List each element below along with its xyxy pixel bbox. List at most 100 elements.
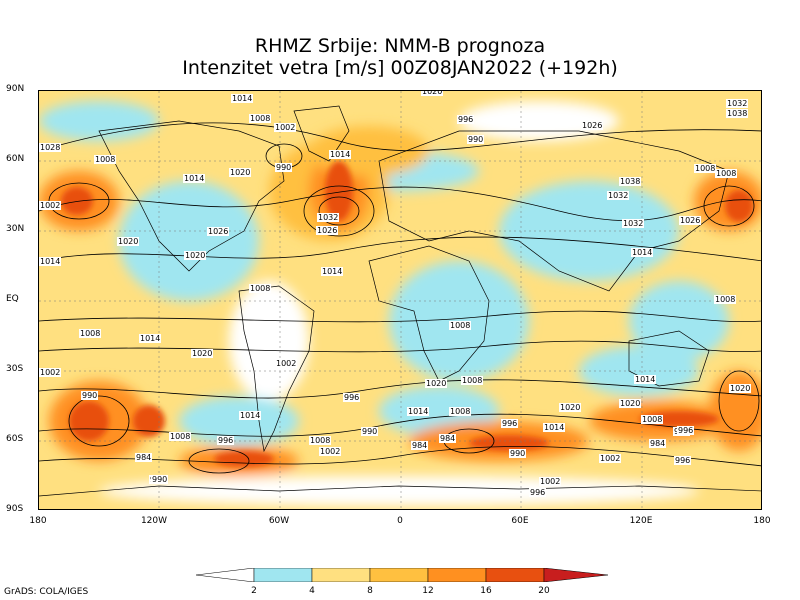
- lat-label-60s: 60S: [6, 434, 24, 444]
- isobar-label: 1020: [559, 403, 582, 412]
- lat-label-eq: EQ: [6, 294, 19, 304]
- isobar-label: 1020: [421, 91, 444, 96]
- colorbar-segment-gt20: [543, 568, 608, 582]
- isobar-label: 1008: [79, 329, 102, 338]
- isobar-label: 984: [411, 441, 429, 450]
- isobar-label: 1008: [309, 436, 332, 445]
- wind-speed-map: 1020 1014 1008 1002 996 990 1032 1038 10…: [38, 90, 762, 510]
- isobar-label: 996: [677, 426, 695, 435]
- isobar-label: 1002: [274, 123, 297, 132]
- isobar-label: 1020: [117, 237, 140, 246]
- isobar-label: 1026: [581, 121, 604, 130]
- chart-title-line1: RHMZ Srbije: NMM-B prognoza: [254, 35, 546, 57]
- wind-maxima: [61, 161, 753, 467]
- isobar-label: 990: [81, 391, 99, 400]
- isobar-label: 1008: [94, 155, 117, 164]
- colorbar-tick: 20: [538, 586, 550, 596]
- isobar-label: 1002: [599, 454, 622, 463]
- isobar-label: 1002: [539, 477, 562, 486]
- isobar-label: 1032: [726, 99, 749, 108]
- lon-label-60e: 60E: [511, 516, 529, 526]
- isobar-label: 1032: [607, 191, 630, 200]
- isobar-label: 1014: [183, 174, 206, 183]
- isobar-label: 990: [151, 475, 169, 484]
- isobar-label: 1038: [619, 177, 642, 186]
- isobar-label: 1014: [239, 411, 262, 420]
- map-svg: [39, 91, 761, 509]
- isobar-label: 1014: [631, 248, 654, 257]
- isobar-label: 990: [467, 135, 485, 144]
- isobar-label: 1014: [407, 407, 430, 416]
- isobar-label: 1002: [319, 447, 342, 456]
- graticule: [39, 91, 761, 509]
- colorbar-tick: 12: [422, 586, 434, 596]
- colorbar-segment-8-12: [369, 568, 429, 582]
- isobar-label: 1008: [715, 169, 738, 178]
- isobar-label: 1002: [275, 359, 298, 368]
- isobar-label: 1014: [543, 423, 566, 432]
- colorbar-segment-12-16: [427, 568, 487, 582]
- chart-title-line2: Intenzitet vetra [m/s] 00Z08JAN2022 (+19…: [182, 57, 618, 79]
- isobar-label: 984: [439, 434, 457, 443]
- isobar-label: 1038: [726, 109, 749, 118]
- isobar-label: 996: [674, 456, 692, 465]
- isobar-label: 1002: [39, 201, 62, 210]
- isobar-label: 1002: [39, 368, 62, 377]
- colorbar-tick: 4: [309, 586, 315, 596]
- wind-speed-colorbar: [196, 568, 608, 582]
- lon-label-180e: 180: [753, 516, 771, 526]
- isobar-label: 1014: [231, 94, 254, 103]
- isobar-label: 1008: [169, 432, 192, 441]
- isobar-label: 1032: [317, 213, 340, 222]
- isobar-label: 1008: [249, 114, 272, 123]
- lon-label-180w: 180: [29, 516, 47, 526]
- isobar-label: 1014: [139, 334, 162, 343]
- isobar-label: 1020: [229, 168, 252, 177]
- isobar-label: 1020: [619, 399, 642, 408]
- isobar-label: 1008: [449, 321, 472, 330]
- lon-label-120e: 120E: [629, 516, 653, 526]
- isobar-label: 1008: [694, 164, 717, 173]
- isobar-label: 1008: [714, 295, 737, 304]
- isobar-label: 1020: [729, 384, 752, 393]
- grads-credit: GrADS: COLA/IGES: [4, 587, 89, 597]
- isobar-label: 1008: [461, 376, 484, 385]
- isobar-label: 1020: [184, 251, 207, 260]
- isobar-label: 1026: [207, 227, 230, 236]
- colorbar-tick: 16: [480, 586, 492, 596]
- isobar-label: 990: [361, 427, 379, 436]
- isobar-label: 996: [529, 488, 547, 497]
- isobars: [39, 122, 761, 474]
- isobar-label: 984: [135, 453, 153, 462]
- colorbar-segment-2-4: [253, 568, 313, 582]
- isobar-label: 1008: [641, 415, 664, 424]
- lat-label-30s: 30S: [6, 364, 24, 374]
- lon-label-0: 0: [397, 516, 403, 526]
- lat-label-90n: 90N: [6, 84, 25, 94]
- isobar-label: 996: [501, 419, 519, 428]
- colorbar-tick: 2: [251, 586, 257, 596]
- lat-label-90s: 90S: [6, 504, 24, 514]
- lon-label-60w: 60W: [268, 516, 290, 526]
- lat-label-60n: 60N: [6, 154, 25, 164]
- isobar-label: 996: [457, 115, 475, 124]
- isobar-label: 1026: [679, 216, 702, 225]
- isobar-label: 1014: [321, 267, 344, 276]
- isobar-label: 984: [649, 439, 667, 448]
- isobar-label: 1020: [191, 349, 214, 358]
- isobar-label: 1008: [449, 407, 472, 416]
- colorbar-segment-lt2: [196, 568, 255, 582]
- isobar-label: 1014: [39, 257, 62, 266]
- isobar-label: 1032: [622, 219, 645, 228]
- colorbar-tick: 8: [367, 586, 373, 596]
- isobar-label: 1014: [634, 375, 657, 384]
- isobar-label: 1008: [249, 284, 272, 293]
- isobar-label: 990: [275, 163, 293, 172]
- isobar-label: 1026: [316, 226, 339, 235]
- isobar-label: 1020: [425, 379, 448, 388]
- isobar-label: 996: [343, 393, 361, 402]
- lon-label-120w: 120W: [140, 516, 168, 526]
- colorbar-segment-16-20: [485, 568, 545, 582]
- isobar-label: 990: [509, 449, 527, 458]
- isobar-label: 1014: [329, 150, 352, 159]
